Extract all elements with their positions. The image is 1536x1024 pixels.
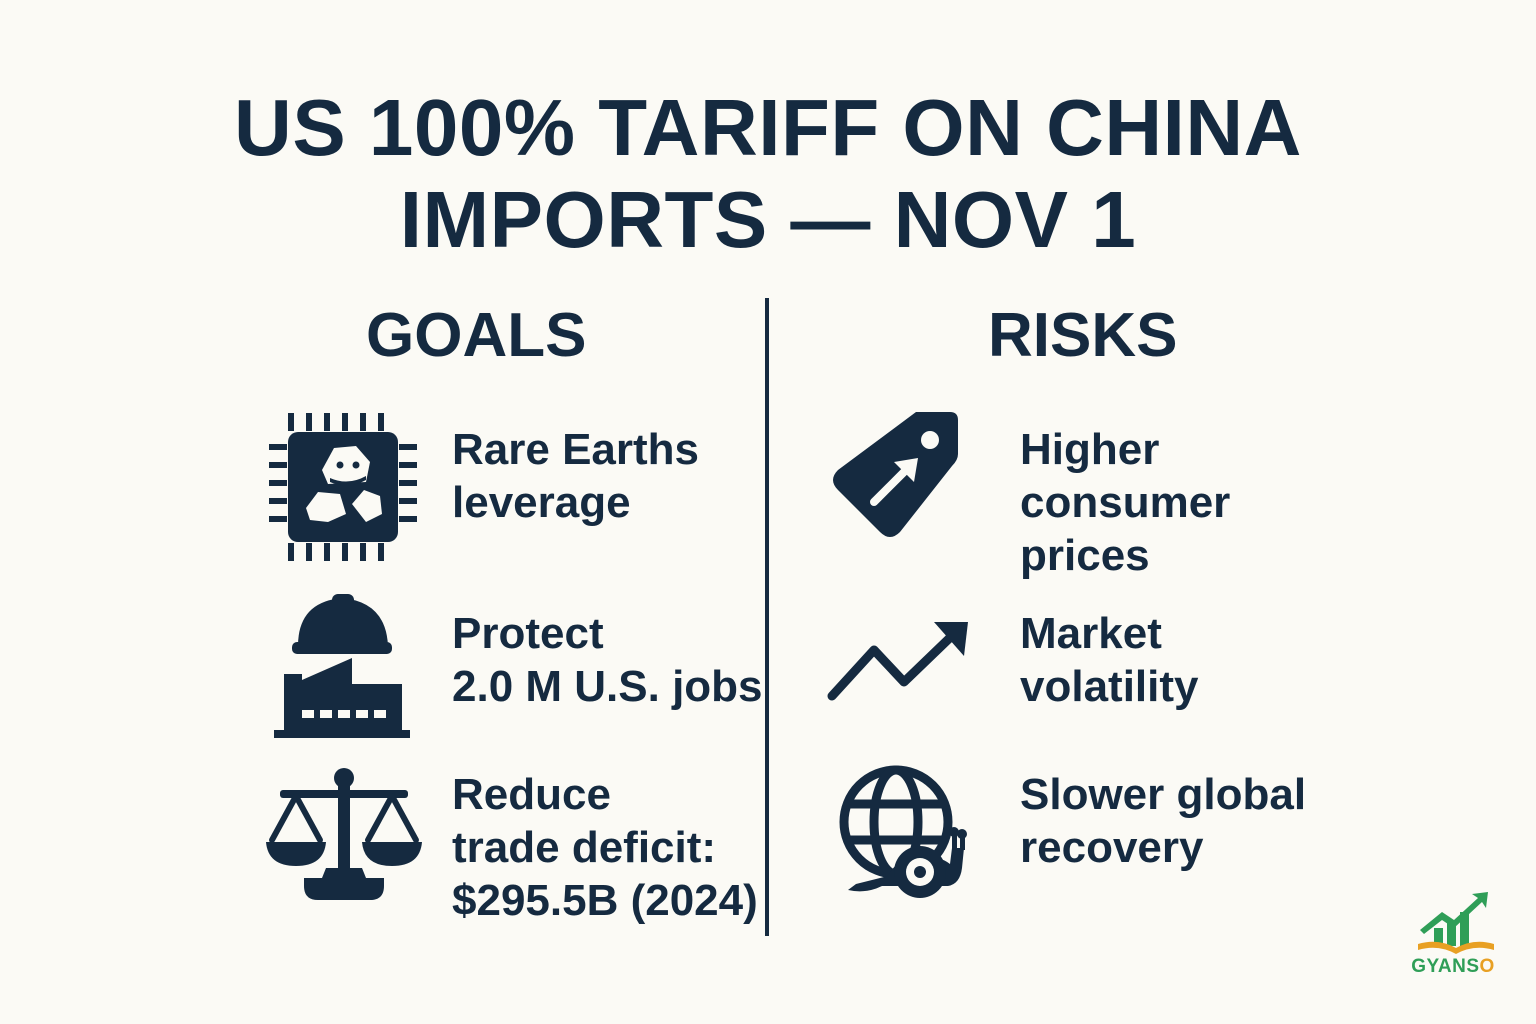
goal-3-line-3: $295.5B (2024) (452, 876, 758, 925)
goal-1-line-2: leverage (452, 478, 631, 527)
goal-2-line-2: 2.0 M U.S. jobs (452, 662, 763, 711)
risk-item-consumer-prices: Higher consumer prices (1020, 423, 1230, 582)
risk-3-line-2: recovery (1020, 823, 1204, 872)
risk-2-line-1: Market (1020, 609, 1162, 658)
goal-item-rare-earths: Rare Earths leverage (452, 423, 699, 529)
risk-3-line-1: Slower global (1020, 770, 1307, 819)
goal-2-line-1: Protect (452, 609, 604, 658)
factory-hardhat-icon (274, 594, 414, 740)
trend-up-arrow-icon (826, 620, 972, 704)
column-divider (765, 298, 769, 936)
goals-heading: GOALS (366, 301, 587, 370)
gyanso-logo (1408, 890, 1504, 980)
risks-heading: RISKS (988, 301, 1178, 370)
risk-1-line-3: prices (1020, 531, 1150, 580)
price-tag-up-icon (830, 410, 960, 542)
risk-1-line-1: Higher (1020, 425, 1160, 474)
goal-3-line-1: Reduce (452, 770, 611, 819)
rare-earth-chip-icon (268, 412, 418, 562)
risk-item-global-recovery: Slower global recovery (1020, 768, 1306, 874)
risk-1-line-2: consumer (1020, 478, 1231, 527)
logo-text-main: GYANS (1411, 956, 1480, 977)
logo-text-accent: O (1479, 956, 1495, 977)
goal-item-trade-deficit: Reduce trade deficit: $295.5B (2024) (452, 768, 758, 927)
risk-2-line-2: volatility (1020, 662, 1199, 711)
page-title: US 100% TARIFF ON CHINA IMPORTS — NOV 1 (0, 82, 1536, 266)
globe-snail-icon (836, 764, 968, 898)
balance-scale-icon (266, 768, 422, 904)
goal-item-protect-jobs: Protect 2.0 M U.S. jobs (452, 607, 763, 713)
risk-item-market-volatility: Market volatility (1020, 607, 1199, 713)
goal-1-line-1: Rare Earths (452, 425, 700, 474)
logo-text: GYANSO (1398, 956, 1508, 978)
title-line-1: US 100% TARIFF ON CHINA (234, 83, 1302, 172)
title-line-2: IMPORTS — NOV 1 (399, 175, 1137, 264)
goal-3-line-2: trade deficit: (452, 823, 717, 872)
